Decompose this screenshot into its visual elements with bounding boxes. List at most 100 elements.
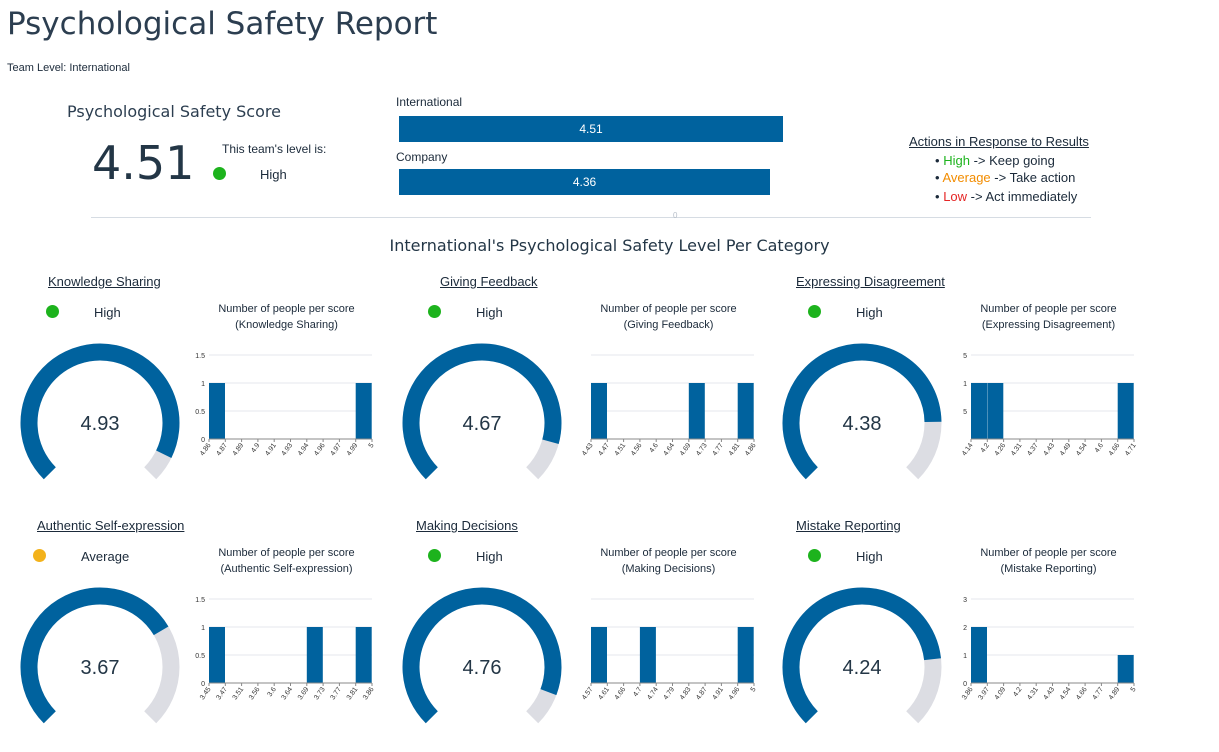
action-item-high: • High -> Keep going [935, 153, 1055, 168]
category-level: Average [81, 549, 130, 564]
histogram-bar[interactable] [306, 627, 323, 683]
x-tick-label: 4.69 [679, 442, 693, 457]
gauge-fill [402, 587, 562, 724]
histogram-heading: Number of people per score (Authentic Sel… [194, 545, 379, 577]
x-tick-label: 5 [1130, 686, 1138, 693]
x-tick-label: 4.99 [346, 442, 360, 457]
x-tick-label: 4.26 [994, 442, 1008, 457]
x-tick-label: 4.81 [728, 442, 742, 457]
x-tick-label: 4.64 [663, 442, 677, 457]
team-level-label: Team Level: International [7, 62, 130, 74]
histogram-bar[interactable] [987, 383, 1004, 439]
gauge-fill [20, 343, 180, 480]
y-tick-label: 5 [963, 409, 967, 416]
histogram-bar[interactable] [737, 627, 754, 683]
x-tick-label: 4.74 [646, 686, 660, 701]
x-tick-label: 4.77 [1091, 686, 1105, 701]
category-title: Expressing Disagreement [796, 274, 945, 289]
histogram-subtitle: (Expressing Disagreement) [981, 319, 1116, 331]
x-tick-label: 4.2 [1012, 686, 1023, 698]
bullet: • [935, 189, 940, 204]
x-tick-label: 4.7 [632, 686, 643, 698]
histogram-bar[interactable] [355, 627, 372, 683]
histogram-title: Number of people per score [600, 547, 737, 559]
x-tick-label: 3.81 [346, 686, 360, 701]
gauge-value: 3.67 [81, 657, 120, 679]
histogram-bar[interactable] [737, 383, 754, 439]
x-tick-label: 4.43 [1043, 442, 1057, 457]
y-tick-label: 0.5 [195, 409, 205, 416]
gauge-fill [402, 343, 562, 480]
x-tick-label: 4.83 [679, 686, 693, 701]
score-gauge: 4.38 [782, 343, 942, 480]
y-tick-label: 1 [963, 653, 967, 660]
x-tick-label: 4.91 [264, 442, 278, 457]
gauge-fill [782, 587, 942, 724]
x-tick-label: 4.54 [1059, 686, 1073, 701]
score-histogram: 00.511.54.86 4.87 4.89 4.9 4.91 4.93 4.94 4.96 4… [195, 353, 375, 457]
x-tick-label: 4.49 [1059, 442, 1073, 457]
x-tick-label: 4.61 [597, 686, 611, 701]
x-tick-label: 3.77 [329, 686, 343, 701]
histogram-subtitle: (Knowledge Sharing) [235, 319, 338, 331]
score-value: 4.51 [92, 136, 195, 190]
histogram-bar[interactable] [209, 627, 225, 683]
histogram-subtitle: (Making Decisions) [621, 563, 716, 575]
histogram-bar[interactable] [209, 383, 225, 439]
histogram-title: Number of people per score [218, 547, 355, 559]
x-tick-label: 5 [750, 686, 758, 693]
x-tick-label: 3.45 [199, 686, 213, 701]
score-gauge: 3.67 [20, 587, 180, 724]
x-tick-label: 3.86 [362, 686, 376, 701]
score-title: Psychological Safety Score [67, 102, 281, 121]
score-gauge: 4.93 [20, 343, 180, 480]
level-indicator-dot [46, 305, 59, 318]
score-gauge: 4.76 [402, 587, 562, 724]
x-tick-label: 4.91 [711, 686, 725, 701]
histogram-bar[interactable] [971, 627, 987, 683]
y-tick-label: 1.5 [195, 353, 205, 360]
histogram-bar[interactable] [1117, 383, 1134, 439]
actions-title: Actions in Response to Results [909, 134, 1089, 149]
level-text: High [260, 167, 287, 182]
comparison-label-company: Company [396, 150, 448, 164]
x-tick-label: 4.66 [1108, 442, 1122, 457]
x-tick-label: 3.69 [297, 686, 311, 701]
histogram-heading: Number of people per score (Giving Feedba… [576, 301, 761, 333]
x-tick-label: 4.54 [1075, 442, 1089, 457]
x-tick-label: 4.51 [614, 442, 628, 457]
x-tick-label: 3.64 [281, 686, 295, 701]
x-tick-label: 4.86 [199, 442, 213, 457]
histogram-bar[interactable] [971, 383, 987, 439]
y-tick-label: 0.5 [195, 653, 205, 660]
level-indicator-dot [428, 305, 441, 318]
x-tick-label: 3.97 [977, 686, 991, 701]
histogram-bar[interactable] [355, 383, 372, 439]
x-tick-label: 4.87 [695, 686, 709, 701]
x-tick-label: 4.2 [980, 442, 991, 454]
histogram-heading: Number of people per score (Mistake Repor… [956, 545, 1141, 577]
category-title: Knowledge Sharing [48, 274, 161, 289]
histogram-bar[interactable] [591, 627, 607, 683]
x-tick-label: 3.6 [267, 686, 278, 698]
category-level: High [856, 549, 883, 564]
histogram-bar[interactable] [1117, 655, 1134, 683]
x-tick-label: 3.47 [215, 686, 229, 701]
histogram-bar[interactable] [639, 627, 656, 683]
x-tick-label: 4.37 [1026, 442, 1040, 457]
histogram-bar[interactable] [688, 383, 705, 439]
y-tick-label: 1 [201, 625, 205, 632]
comparison-bar-international: 4.51 [399, 116, 783, 142]
score-gauge: 4.67 [402, 343, 562, 480]
gauge-value: 4.67 [463, 413, 502, 435]
y-tick-label: 5 [963, 353, 967, 360]
x-tick-label: 4.14 [961, 442, 975, 457]
histogram-bar[interactable] [591, 383, 607, 439]
y-tick-label: 0 [201, 437, 205, 444]
histogram-heading: Number of people per score (Expressing Di… [956, 301, 1141, 333]
divider-marker: 0 [673, 211, 678, 220]
y-tick-label: 1.5 [195, 597, 205, 604]
y-tick-label: 1 [201, 381, 205, 388]
section-divider [91, 217, 1091, 218]
category-title: Mistake Reporting [796, 518, 901, 533]
